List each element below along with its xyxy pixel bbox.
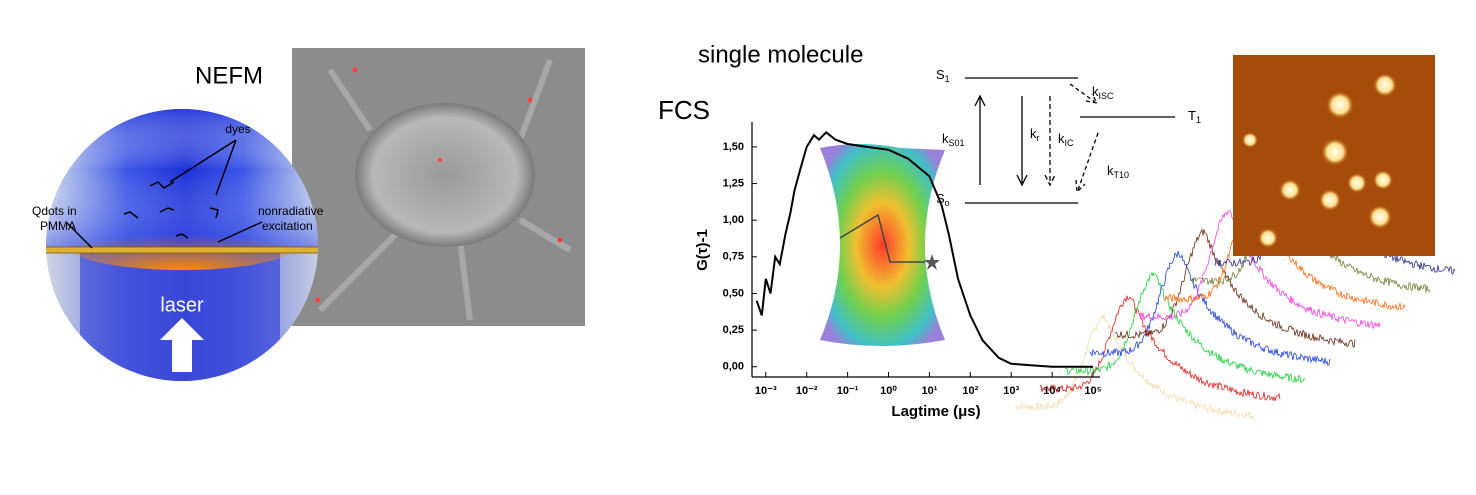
x-tick-label: 10¹ xyxy=(921,385,937,397)
rate-label-main: k xyxy=(942,131,949,146)
fcs-curve xyxy=(755,130,1093,368)
x-tick-label: 10⁻² xyxy=(796,385,818,397)
spectrum xyxy=(1064,271,1306,384)
rate-label-main: k xyxy=(1058,131,1065,146)
y-tick-label: 1,00 xyxy=(723,214,744,226)
microscope-image xyxy=(292,48,585,326)
rate-label: kS01 xyxy=(942,131,965,148)
rate-label: kT10 xyxy=(1107,163,1129,180)
excitation-label: nonradiative xyxy=(258,204,324,218)
nefm-schematic xyxy=(46,109,318,381)
level-label-main: S xyxy=(936,67,945,82)
level-label-sub: 1 xyxy=(1196,115,1201,125)
x-tick-label: 10³ xyxy=(1003,385,1019,397)
rate-label-sub: IC xyxy=(1065,138,1075,148)
level-label: S1 xyxy=(936,67,950,84)
subtitle: FCS xyxy=(658,95,710,125)
level-label: T1 xyxy=(1188,108,1201,125)
y-tick-label: 0,75 xyxy=(723,251,744,263)
spectrum xyxy=(1114,228,1356,348)
molecule xyxy=(924,254,940,270)
energy-diagram xyxy=(965,77,1175,204)
x-tick-label: 10⁻³ xyxy=(755,385,777,397)
spectrum xyxy=(1139,209,1381,330)
x-tick-label: 10⁻¹ xyxy=(837,385,859,397)
qdots-label: PMMA xyxy=(40,219,76,233)
nefm-title: NEFM xyxy=(195,62,263,89)
x-tick-label: 10⁵ xyxy=(1084,385,1101,397)
spectrum xyxy=(1039,295,1281,402)
x-axis-label: Lagtime (μs) xyxy=(891,403,980,420)
rate-label-sub: S01 xyxy=(949,138,965,148)
rate-label-main: k xyxy=(1092,84,1099,99)
y-tick-label: 1,25 xyxy=(723,177,744,189)
rate-label-sub: r xyxy=(1037,133,1040,143)
qdots-label: Qdots in xyxy=(32,204,77,218)
y-tick-label: 0,50 xyxy=(723,287,744,299)
rate-label: kISC xyxy=(1092,84,1114,101)
level-label: So xyxy=(936,191,950,208)
dye-arrows xyxy=(65,139,263,249)
x-tick-label: 10² xyxy=(962,385,978,397)
dyes-label: dyes xyxy=(225,122,250,136)
diffusion-path xyxy=(839,213,925,263)
spectrum xyxy=(1089,249,1331,367)
y-tick-label: 1,50 xyxy=(723,141,744,153)
y-tick-label: 0,00 xyxy=(723,361,744,373)
rate-label: kIC xyxy=(1058,131,1074,148)
x-tick-label: 10⁴ xyxy=(1043,385,1061,397)
title: single molecule xyxy=(698,41,863,68)
rate-label-main: k xyxy=(1107,163,1114,178)
x-tick-label: 10⁰ xyxy=(880,385,897,397)
focus-volume xyxy=(820,144,945,346)
afm-image xyxy=(1233,55,1435,256)
level-label-sub: 1 xyxy=(945,74,950,84)
y-tick-label: 0,25 xyxy=(723,324,744,336)
rate-label-sub: T10 xyxy=(1114,170,1130,180)
level-label-sub: o xyxy=(945,198,950,208)
excitation-label: excitation xyxy=(262,219,313,233)
fcs-chart: 0,00 0,25 0,50 0,75 1,00 1,25 1,50 10⁻³ 10⁻² 10⁻¹… xyxy=(694,122,1102,420)
rate-label-sub: ISC xyxy=(1099,91,1115,101)
level-label-main: S xyxy=(936,191,945,206)
spectrum xyxy=(1014,313,1256,420)
laser-label: laser xyxy=(160,294,204,316)
level-label-main: T xyxy=(1188,108,1196,123)
rate-label-main: k xyxy=(1030,126,1037,141)
rate-label: kr xyxy=(1030,126,1040,143)
y-axis-label: G(τ)-1 xyxy=(694,229,711,271)
